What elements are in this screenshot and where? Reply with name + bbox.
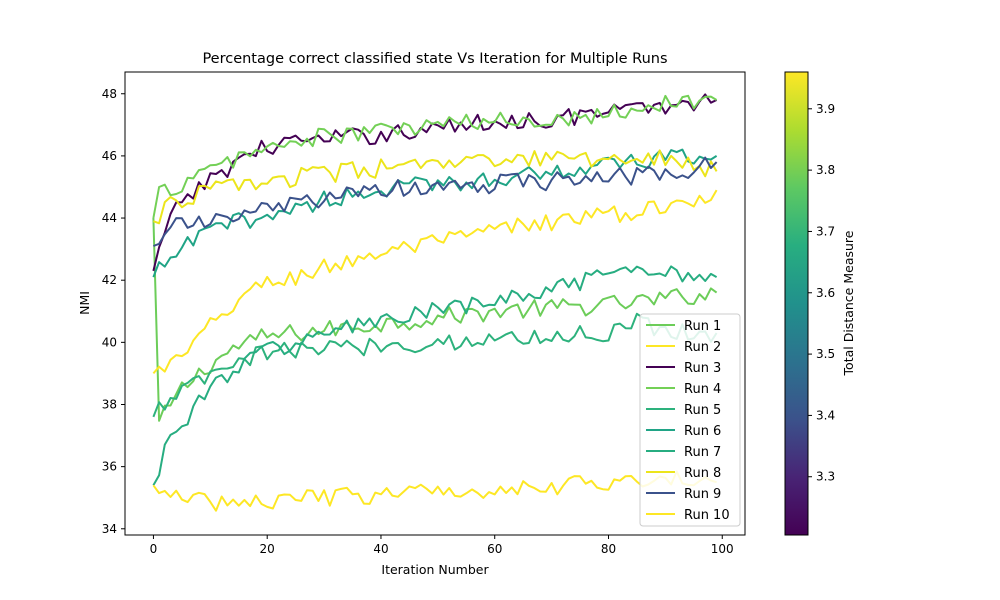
x-tick-label: 20 [260,542,275,556]
x-axis-label: Iteration Number [381,562,489,577]
x-tick-label: 60 [487,542,502,556]
y-tick-label: 42 [102,273,117,287]
legend: Run 1 Run 2 Run 3 Run 4 Run 5 Run 6 Run 7 Run 8… [639,313,741,527]
y-tick-label: 48 [102,87,117,101]
series-line-run-1 [152,217,718,422]
y-tick-label: 34 [102,522,117,536]
legend-label: Run 7 [684,445,721,460]
y-axis-ticks: 34 36 38 40 42 44 46 48 [102,87,125,536]
series-line-run-2 [152,189,718,375]
y-tick-label: 36 [102,460,117,474]
colorbar-label: Total Distance Measure [841,230,856,376]
series-group [152,93,718,512]
y-tick-label: 38 [102,397,117,411]
legend-label: Run 10 [684,508,730,523]
y-axis-label: NMI [77,291,92,315]
y-tick-label: 40 [102,335,117,349]
x-tick-label: 80 [601,542,616,556]
series-line-run-6 [152,148,718,278]
legend-label: Run 3 [684,361,721,376]
legend-label: Run 1 [684,319,721,334]
legend-label: Run 5 [684,403,721,418]
colorbar-tick-label: 3.6 [816,286,835,300]
series-line-run-7 [152,265,718,486]
legend-label: Run 4 [684,382,721,397]
colorbar-tick-label: 3.7 [816,224,835,238]
colorbar: 3.3 3.4 3.5 3.6 3.7 3.8 3.9 Total Distance Mea… [784,71,856,536]
chart-title: Percentage correct classified state Vs I… [202,51,667,67]
colorbar-tick-label: 3.9 [816,102,835,116]
legend-items: Run 1 Run 2 Run 3 Run 4 Run 5 Run 6 Run 7 Run 8… [646,319,730,523]
plot-area: 0 20 40 60 80 100 34 36 38 40 42 44 46 48 [102,71,746,556]
series-line-run-9 [153,156,718,247]
colorbar-gradient [784,71,809,536]
colorbar-tick-label: 3.5 [816,347,835,361]
y-tick-label: 44 [102,211,117,225]
x-tick-label: 100 [711,542,734,556]
series-line-run-8 [153,149,718,225]
legend-label: Run 9 [684,487,721,502]
x-tick-label: 0 [150,542,158,556]
x-tick-label: 40 [373,542,388,556]
legend-label: Run 8 [684,466,721,481]
legend-label: Run 6 [684,424,721,439]
series-line-run-4 [152,94,718,219]
colorbar-tick-label: 3.4 [816,408,835,422]
legend-label: Run 2 [684,340,721,355]
series-line-run-5 [152,312,718,418]
colorbar-tick-label: 3.3 [816,470,835,484]
x-axis-ticks: 0 20 40 60 80 100 [150,535,734,556]
colorbar-tick-label: 3.8 [816,163,835,177]
y-tick-label: 46 [102,149,117,163]
series-line-run-10 [152,470,717,512]
colorbar-ticks: 3.3 3.4 3.5 3.6 3.7 3.8 3.9 [808,102,835,484]
